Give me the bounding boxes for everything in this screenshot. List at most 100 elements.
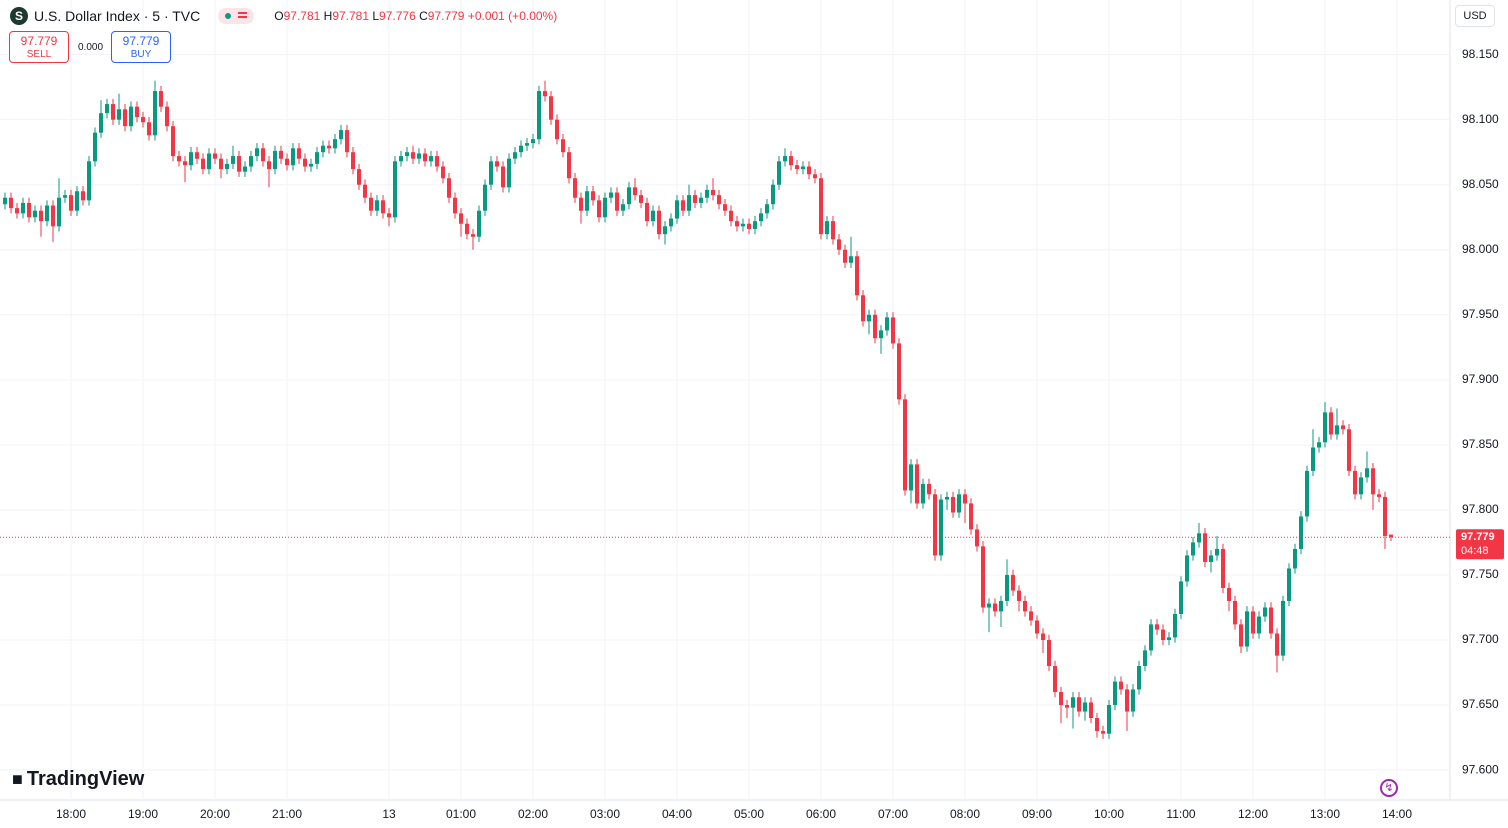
candle-body (825, 221, 830, 235)
candle-body (1317, 442, 1322, 448)
candle-body (320, 145, 325, 153)
candle-body (1383, 496, 1388, 536)
candle-body (14, 208, 19, 214)
candle-body (284, 158, 289, 166)
candle-body (1245, 611, 1250, 647)
candle-body (867, 314, 872, 322)
candle-body (1113, 681, 1118, 706)
candle-body (170, 126, 175, 157)
candle-body (1353, 470, 1358, 495)
candle-body (1293, 548, 1298, 569)
candle-body (777, 161, 782, 185)
candle-body (548, 96, 553, 120)
candle-body (1215, 548, 1220, 556)
candle-body (488, 161, 493, 185)
candle-body (26, 202, 31, 218)
l-value: 97.776 (379, 9, 416, 23)
candle-body (656, 210, 661, 235)
x-tick-label: 19:00 (128, 807, 158, 821)
candle-body (80, 191, 85, 201)
candle-body (1137, 666, 1142, 690)
logo: ■ TradingView (12, 768, 145, 790)
candle-body (68, 195, 73, 211)
buy-button[interactable]: 97.779 BUY (111, 31, 171, 63)
alert-icon[interactable]: ↯ (1380, 779, 1398, 797)
candle-body (813, 174, 818, 179)
candle-body (92, 132, 97, 162)
candle-body (356, 169, 361, 185)
candle-body (440, 166, 445, 179)
candle-body (1035, 620, 1040, 634)
candle-body (266, 161, 271, 170)
sell-button[interactable]: 97.779 SELL (9, 31, 69, 63)
candle-body (590, 191, 595, 201)
y-tick-label: 97.650 (1462, 697, 1499, 711)
candle-body (272, 150, 277, 170)
candle-body (290, 148, 295, 166)
candle-body (1023, 600, 1028, 612)
candle-body (362, 184, 367, 198)
x-tick-label: 12:00 (1238, 807, 1268, 821)
candle-body (729, 210, 733, 222)
candle-body (753, 221, 758, 229)
candle-body (584, 191, 589, 211)
candle-body (500, 166, 505, 188)
candle-body (140, 117, 145, 123)
candle-body (662, 226, 667, 235)
candle-body (56, 197, 61, 227)
candle-body (680, 200, 685, 211)
candle-body (374, 200, 379, 211)
candle-body (332, 139, 337, 149)
candle-body (1155, 624, 1160, 630)
candle-body (891, 317, 896, 344)
candle-body (434, 156, 439, 167)
candle-body (74, 191, 79, 211)
candle-body (1083, 702, 1088, 712)
candle-body (1095, 718, 1100, 732)
currency-button[interactable]: USD (1455, 5, 1495, 27)
candle-body (1125, 689, 1130, 712)
candle-body (939, 499, 944, 556)
candle-body (717, 195, 721, 205)
last-price-box (1456, 529, 1504, 560)
candle-body (1173, 613, 1178, 638)
y-tick-label: 98.100 (1462, 112, 1499, 126)
candle-body (152, 91, 157, 136)
candle-body (242, 166, 247, 172)
candle-body (999, 600, 1004, 612)
buy-label: BUY (130, 49, 152, 60)
candle-body (50, 205, 55, 227)
candle-body (1389, 534, 1394, 538)
candle-body (987, 603, 992, 608)
candle-body (975, 529, 980, 547)
candle-body (542, 91, 547, 97)
candle-body (452, 197, 457, 214)
candle-body (1017, 590, 1022, 601)
candle-body (807, 166, 812, 175)
candle-body (1197, 533, 1202, 543)
candle-body (1209, 555, 1214, 562)
candle-body (470, 234, 475, 237)
x-tick-label: 18:00 (56, 807, 86, 821)
x-tick-label: 09:00 (1022, 807, 1052, 821)
x-tick-label: 08:00 (950, 807, 980, 821)
sell-label: SELL (26, 49, 52, 60)
candle-body (873, 314, 878, 339)
candle-body (524, 143, 529, 146)
candle-body (1281, 600, 1286, 656)
candle-body (698, 197, 703, 203)
c-label: C (419, 9, 428, 23)
candle-body (650, 210, 655, 222)
candle-body (458, 213, 463, 224)
candle-body (134, 106, 139, 118)
candle-body (1161, 629, 1166, 640)
symbol[interactable]: U.S. Dollar Index · 5 · TVC (34, 8, 201, 24)
candle-body (1059, 692, 1064, 706)
header: S U.S. Dollar Index · 5 · TVC O97.781 H9… (10, 6, 557, 26)
candle-body (686, 195, 691, 211)
candle-body (464, 223, 469, 235)
candle-body (1107, 705, 1112, 734)
spread: 0.000 (78, 42, 104, 53)
candle-body (765, 204, 770, 214)
